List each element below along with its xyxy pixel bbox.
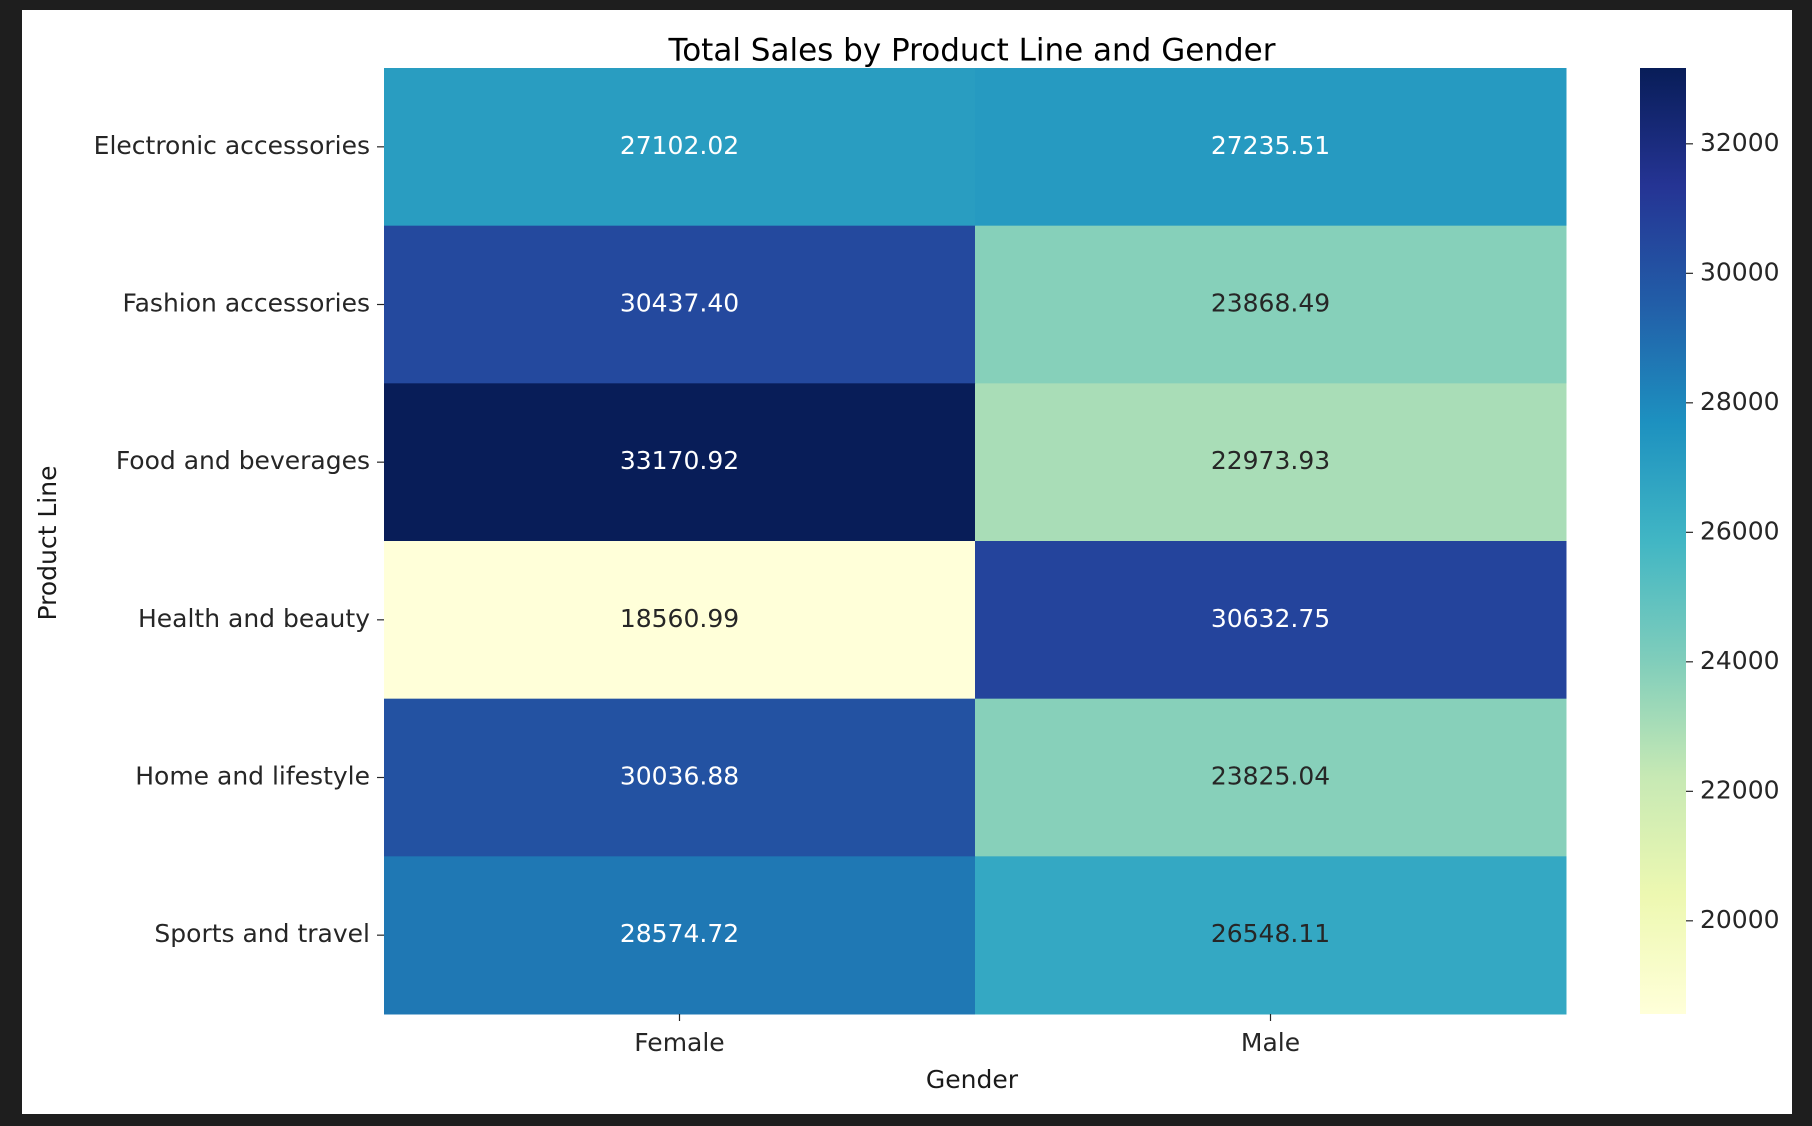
colorbar-tick-label: 20000 [1700, 905, 1780, 934]
heatmap-chart: 27102.02 27235.51 30437.40 23868.49 33170.92… [33, 33, 1780, 1095]
cell-value-label: 18560.99 [620, 604, 739, 633]
y-tick-label: Health and beauty [138, 604, 370, 633]
cell-value-label: 30437.40 [620, 289, 739, 318]
chart-title: Total Sales by Product Line and Gender [668, 33, 1276, 69]
cell-value-label: 27235.51 [1211, 131, 1330, 160]
heatmap-cell [384, 68, 976, 227]
colorbar [1640, 68, 1686, 1014]
heatmap-cell [384, 225, 976, 384]
colorbar-tick-label: 32000 [1700, 128, 1780, 157]
heatmap-cell [975, 698, 1567, 857]
cell-value-label: 27102.02 [620, 131, 739, 160]
chart-figure: 27102.02 27235.51 30437.40 23868.49 33170.92… [22, 10, 1792, 1114]
cell-value-label: 33170.92 [620, 446, 739, 475]
cell-value-label: 23825.04 [1211, 762, 1330, 791]
colorbar-tick-label: 24000 [1700, 646, 1780, 675]
cell-value-label: 22973.93 [1211, 446, 1330, 475]
y-axis-label: Product Line [33, 466, 62, 621]
y-tick-label: Home and lifestyle [135, 762, 370, 791]
x-tick-label: Female [634, 1028, 724, 1057]
heatmap-cell [975, 225, 1567, 384]
heatmap-cell [975, 541, 1567, 700]
y-tick-label: Food and beverages [116, 446, 370, 475]
y-tick-label: Electronic accessories [94, 131, 370, 160]
y-tick-label: Fashion accessories [123, 289, 370, 318]
colorbar-tick-label: 22000 [1700, 775, 1780, 804]
heatmap-cell [975, 383, 1567, 542]
heatmap-cell [975, 856, 1567, 1015]
heatmap-cell [384, 541, 976, 700]
colorbar-tick-label: 28000 [1700, 387, 1780, 416]
heatmap-cell [975, 68, 1567, 227]
heatmap-cell [384, 856, 976, 1015]
colorbar-tick-label: 30000 [1700, 257, 1780, 286]
y-tick-label: Sports and travel [154, 919, 370, 948]
cell-value-label: 23868.49 [1211, 289, 1330, 318]
colorbar-tick-label: 26000 [1700, 516, 1780, 545]
heatmap-cell [384, 383, 976, 542]
x-axis-label: Gender [926, 1065, 1019, 1094]
x-tick-label: Male [1241, 1028, 1300, 1057]
heatmap-cell [384, 698, 976, 857]
cell-value-label: 30036.88 [620, 762, 739, 791]
cell-value-label: 26548.11 [1211, 919, 1330, 948]
cell-value-label: 30632.75 [1211, 604, 1330, 633]
cell-value-label: 28574.72 [620, 919, 739, 948]
